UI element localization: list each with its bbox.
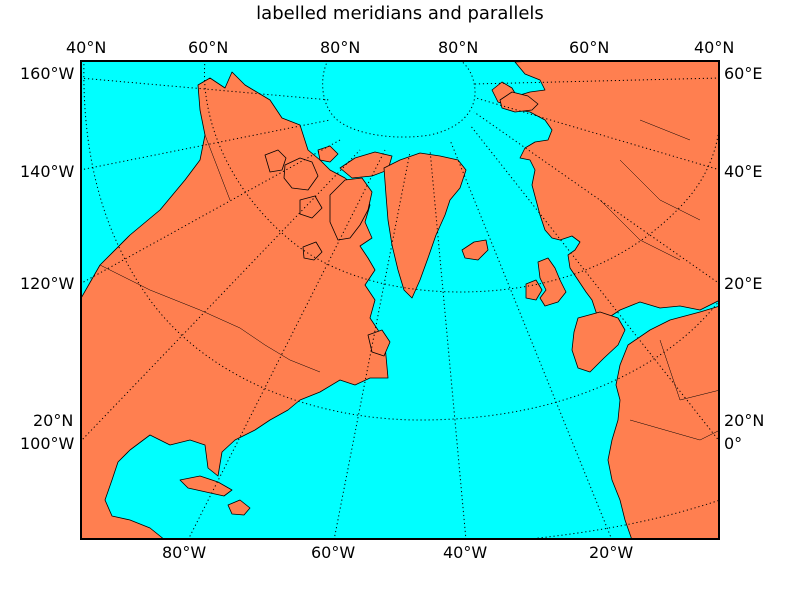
cuba xyxy=(179,475,233,497)
top-label-lat-60n-east: 60°N xyxy=(569,38,610,57)
banks-island xyxy=(264,149,287,173)
map-frame xyxy=(80,60,720,540)
bottom-label-lon-20w: 20°W xyxy=(589,543,634,562)
left-label-lat-20n: 20°N xyxy=(33,411,74,430)
africa-landmass xyxy=(607,305,720,540)
parallel-80n xyxy=(322,60,476,138)
top-label-lat-80n-east: 80°N xyxy=(438,38,479,57)
left-label-lon-140w: 140°W xyxy=(20,162,75,181)
top-label-lat-60n-west: 60°N xyxy=(188,38,229,57)
arctic-island-2 xyxy=(299,195,323,219)
graticule xyxy=(80,60,720,540)
meridian-100w xyxy=(80,149,361,443)
newfoundland xyxy=(367,329,391,357)
alaska-border xyxy=(204,134,231,201)
meridian-0 xyxy=(469,124,720,443)
right-label-lon-20e: 20°E xyxy=(724,274,763,293)
right-label-lon-40e: 40°E xyxy=(724,162,763,181)
left-label-lon-160w: 160°W xyxy=(20,64,75,83)
top-label-lat-80n-west: 80°N xyxy=(320,38,361,57)
meridian-160w xyxy=(80,77,331,101)
meridian-120w xyxy=(80,139,341,285)
meridian-80w xyxy=(187,149,386,540)
north-america-landmass xyxy=(80,71,389,540)
iberian-peninsula xyxy=(571,311,626,373)
meridian-60e xyxy=(473,77,720,85)
top-label-lat-40n-west: 40°N xyxy=(66,38,107,57)
left-label-lon-120w: 120°W xyxy=(20,274,75,293)
right-label-lat-20n: 20°N xyxy=(724,411,765,430)
africa-borders xyxy=(629,339,720,441)
europe-borders xyxy=(599,119,701,261)
victoria-island xyxy=(283,157,319,191)
parallel-60n xyxy=(203,60,720,293)
bottom-label-lon-80w: 80°W xyxy=(162,543,207,562)
novaya-zemlya xyxy=(499,91,539,113)
left-label-lon-100w: 100°W xyxy=(20,434,75,453)
baffin-island xyxy=(329,177,373,241)
bottom-label-lon-60w: 60°W xyxy=(311,543,356,562)
ireland xyxy=(525,279,543,301)
southampton-island xyxy=(302,241,323,261)
right-label-lon-60e: 60°E xyxy=(724,64,763,83)
parallel-40n xyxy=(83,60,720,421)
arctic-island-1 xyxy=(317,145,339,163)
bottom-label-lon-40w: 40°W xyxy=(443,543,488,562)
hispaniola xyxy=(227,499,251,516)
iceland xyxy=(461,239,489,261)
political-borders xyxy=(99,119,720,441)
right-label-lon-0: 0° xyxy=(724,434,743,453)
map-title: labelled meridians and parallels xyxy=(256,3,544,24)
meridian-140w xyxy=(80,119,331,171)
meridian-40e xyxy=(475,97,720,171)
great-britain xyxy=(537,257,567,307)
map-border xyxy=(80,60,720,540)
us-canada-border xyxy=(99,264,321,373)
top-label-lat-40n-east: 40°N xyxy=(694,38,735,57)
ellesmere-island xyxy=(339,151,393,179)
